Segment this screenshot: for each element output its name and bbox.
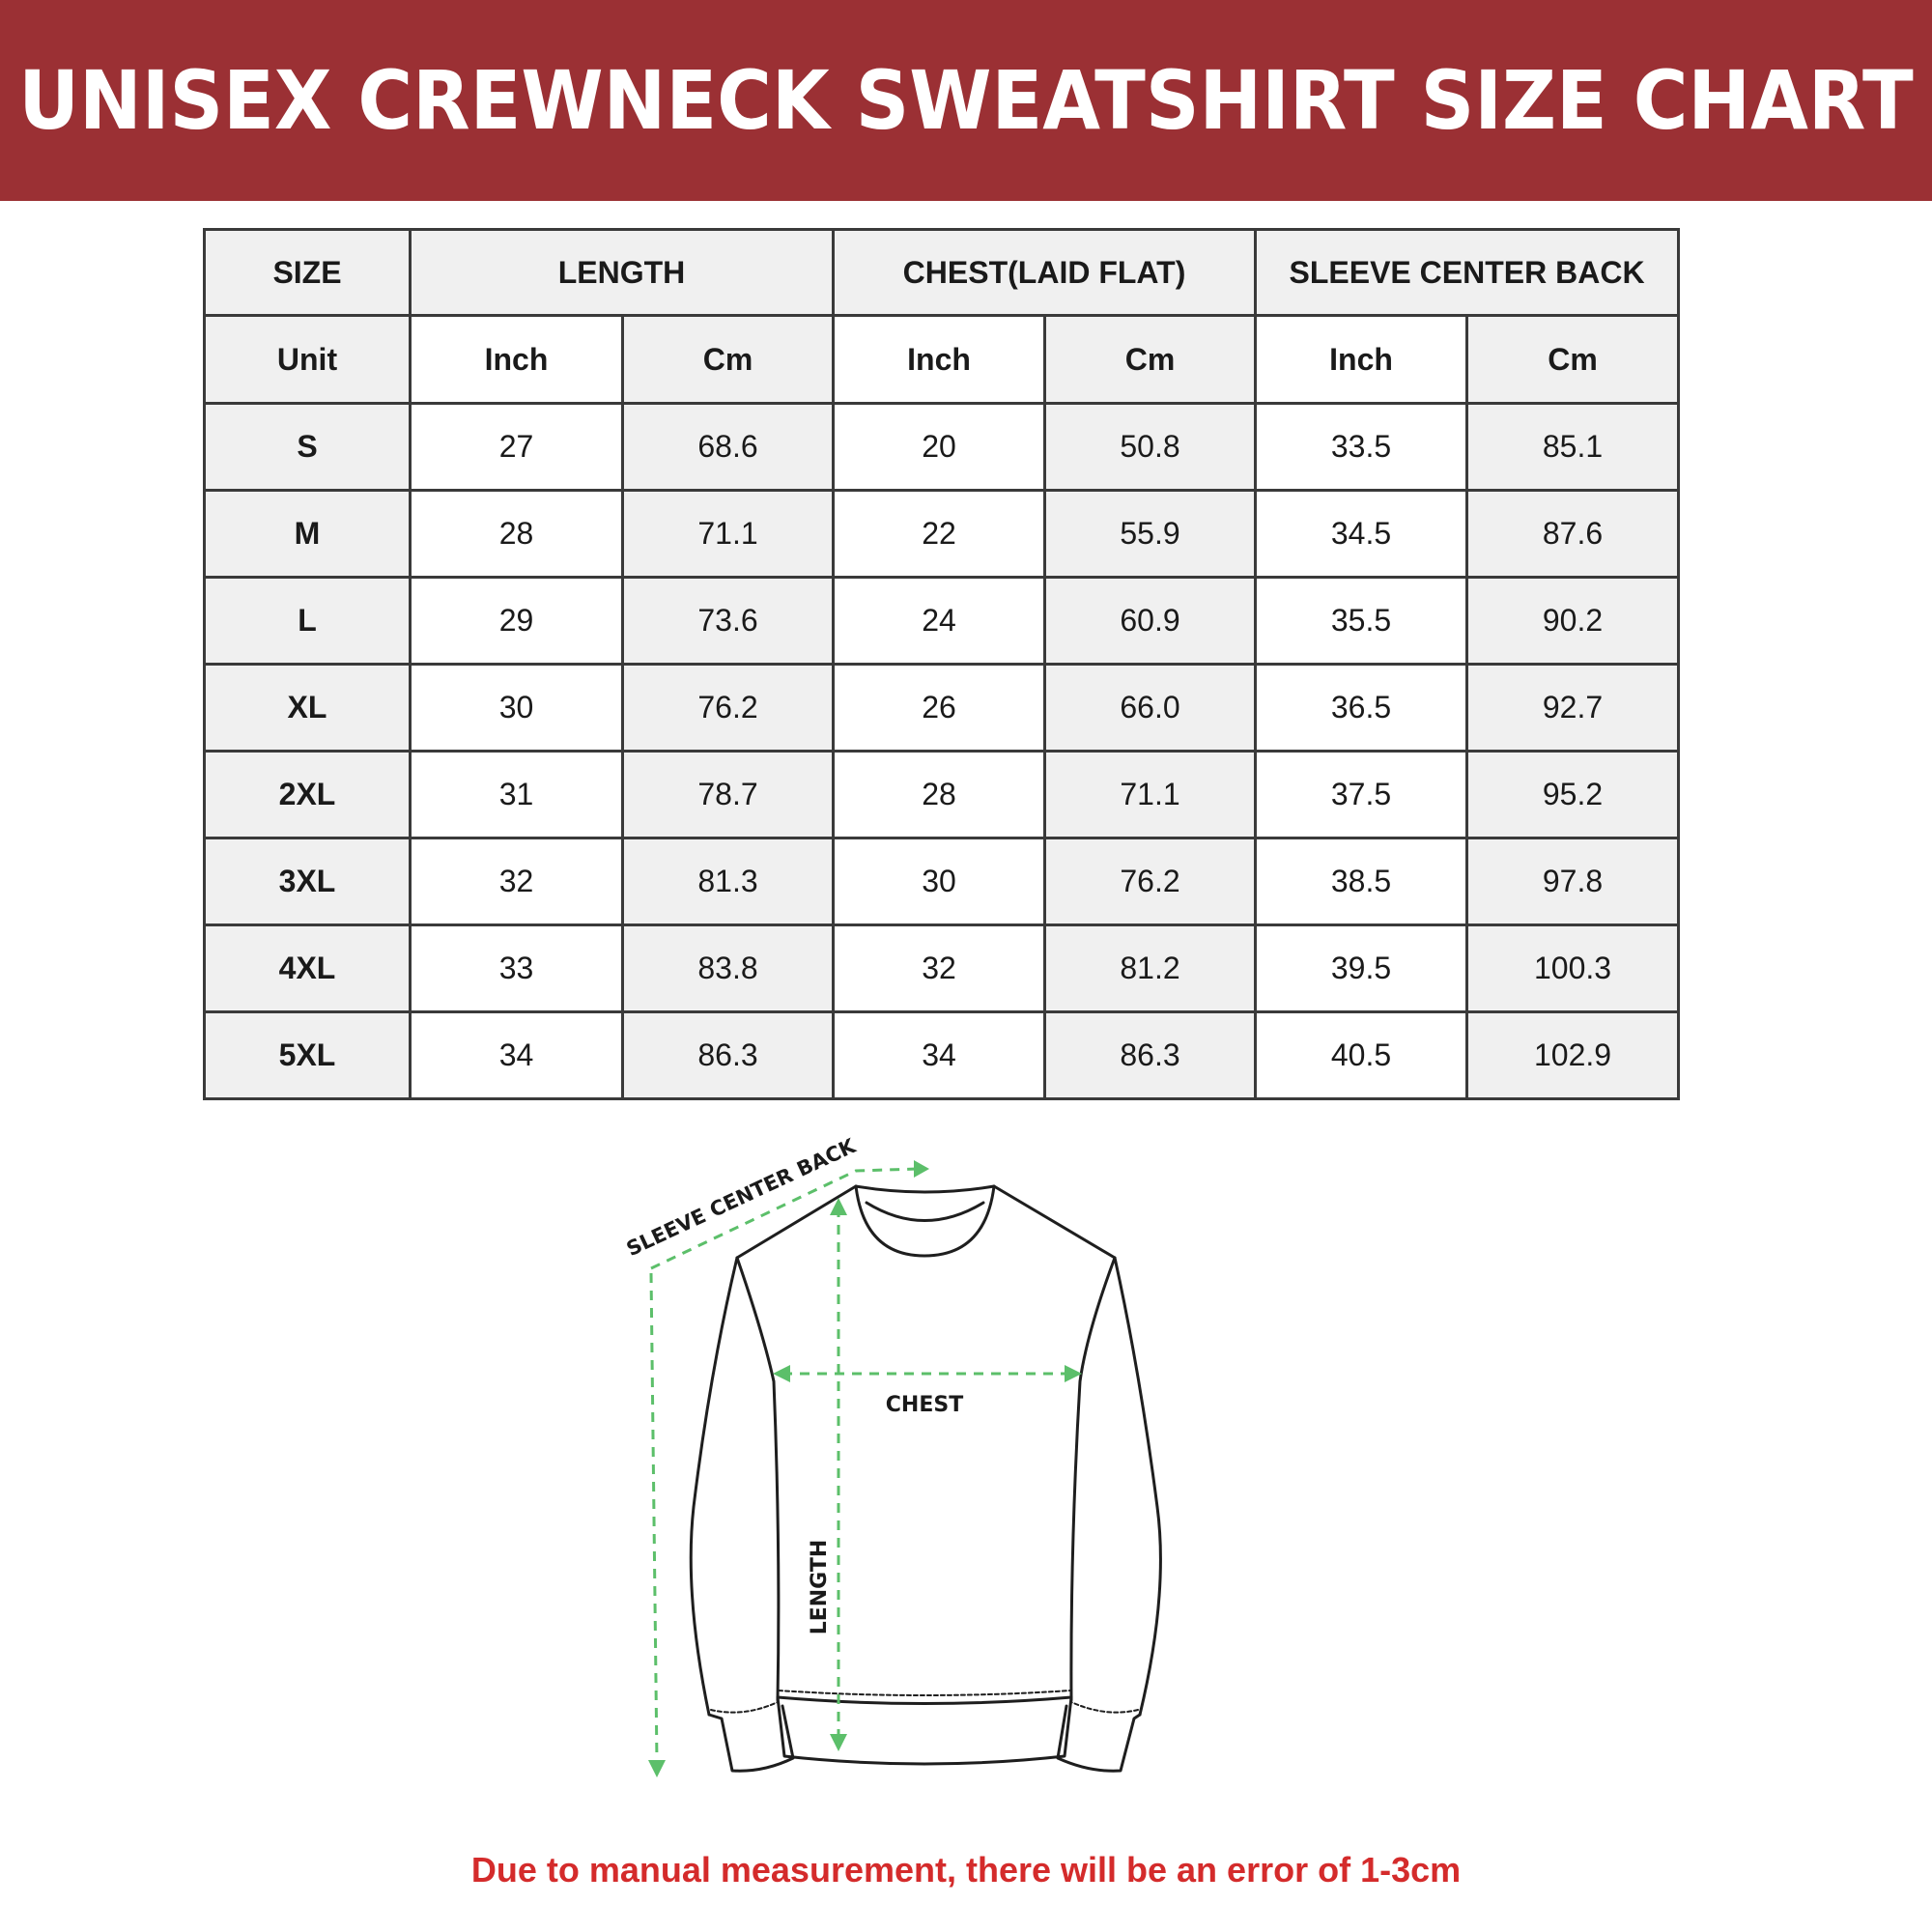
arrow-up-icon	[830, 1198, 847, 1215]
cm-cell: 71.1	[1043, 750, 1258, 839]
cm-cell: 86.3	[620, 1010, 836, 1100]
size-table: SIZE LENGTH CHEST(LAID FLAT) SLEEVE CENT…	[203, 228, 1681, 1100]
cm-cell: 102.9	[1465, 1010, 1681, 1100]
table-row: XL 30 76.2 26 66.0 36.5 92.7	[203, 663, 1681, 753]
sleeve-label: SLEEVE CENTER BACK	[623, 1134, 860, 1261]
table-row: M 28 71.1 22 55.9 34.5 87.6	[203, 489, 1681, 579]
size-cell: S	[203, 402, 412, 492]
size-cell: 5XL	[203, 1010, 412, 1100]
inch-cell: 37.5	[1254, 750, 1469, 839]
measurement-lines	[649, 1167, 1072, 1764]
unit-inch: Inch	[1254, 314, 1469, 405]
unit-row: Unit Inch Cm Inch Cm Inch Cm	[203, 314, 1681, 405]
inch-cell: 27	[409, 402, 624, 492]
inch-cell: 22	[832, 489, 1047, 579]
table-row: S 27 68.6 20 50.8 33.5 85.1	[203, 402, 1681, 492]
inch-cell: 40.5	[1254, 1010, 1469, 1100]
table-row: 4XL 33 83.8 32 81.2 39.5 100.3	[203, 923, 1681, 1013]
sweatshirt-outline	[689, 1184, 1162, 1773]
arrow-left-icon	[773, 1365, 790, 1382]
inch-cell: 34.5	[1254, 489, 1469, 579]
header-chest: CHEST(LAID FLAT)	[832, 228, 1258, 317]
table-row: 5XL 34 86.3 34 86.3 40.5 102.9	[203, 1010, 1681, 1100]
size-cell: 2XL	[203, 750, 412, 839]
inch-cell: 20	[832, 402, 1047, 492]
size-cell: 4XL	[203, 923, 412, 1013]
cm-cell: 76.2	[620, 663, 836, 753]
cm-cell: 76.2	[1043, 837, 1258, 926]
inch-cell: 26	[832, 663, 1047, 753]
unit-inch: Inch	[409, 314, 624, 405]
cm-cell: 92.7	[1465, 663, 1681, 753]
cm-cell: 87.6	[1465, 489, 1681, 579]
inch-cell: 28	[832, 750, 1047, 839]
inch-cell: 32	[832, 923, 1047, 1013]
cm-cell: 100.3	[1465, 923, 1681, 1013]
table-row: L 29 73.6 24 60.9 35.5 90.2	[203, 576, 1681, 666]
size-cell: XL	[203, 663, 412, 753]
header-size: SIZE	[203, 228, 412, 317]
inch-cell: 31	[409, 750, 624, 839]
unit-inch: Inch	[832, 314, 1047, 405]
size-cell: M	[203, 489, 412, 579]
arrow-right-icon	[1065, 1365, 1082, 1382]
arrow-down-icon	[648, 1760, 666, 1777]
arrow-down-icon	[830, 1734, 847, 1751]
unit-cm: Cm	[1465, 314, 1681, 405]
inch-cell: 35.5	[1254, 576, 1469, 666]
inch-cell: 24	[832, 576, 1047, 666]
unit-label: Unit	[203, 314, 412, 405]
inch-cell: 32	[409, 837, 624, 926]
inch-cell: 29	[409, 576, 624, 666]
arrow-right-icon	[914, 1160, 929, 1178]
cm-cell: 71.1	[620, 489, 836, 579]
size-cell: 3XL	[203, 837, 412, 926]
cm-cell: 73.6	[620, 576, 836, 666]
measurement-note: Due to manual measurement, there will be…	[470, 1850, 1462, 1889]
arrow-heads	[648, 1160, 1082, 1777]
inch-cell: 34	[409, 1010, 624, 1100]
inch-cell: 33	[409, 923, 624, 1013]
cm-cell: 83.8	[620, 923, 836, 1013]
unit-cm: Cm	[1043, 314, 1258, 405]
cm-cell: 97.8	[1465, 837, 1681, 926]
inch-cell: 30	[832, 837, 1047, 926]
inch-cell: 30	[409, 663, 624, 753]
unit-cm: Cm	[620, 314, 836, 405]
cm-cell: 81.3	[620, 837, 836, 926]
title-banner: UNISEX CREWNECK SWEATSHIRT SIZE CHART	[0, 0, 1932, 201]
inch-cell: 28	[409, 489, 624, 579]
cm-cell: 60.9	[1043, 576, 1258, 666]
cm-cell: 85.1	[1465, 402, 1681, 492]
inch-cell: 33.5	[1254, 402, 1469, 492]
inch-cell: 34	[832, 1010, 1047, 1100]
cm-cell: 68.6	[620, 402, 836, 492]
page-title: UNISEX CREWNECK SWEATSHIRT SIZE CHART	[18, 53, 1914, 148]
chest-label: CHEST	[886, 1393, 963, 1417]
group-header-row: SIZE LENGTH CHEST(LAID FLAT) SLEEVE CENT…	[203, 228, 1681, 317]
size-cell: L	[203, 576, 412, 666]
cm-cell: 78.7	[620, 750, 836, 839]
table-row: 2XL 31 78.7 28 71.1 37.5 95.2	[203, 750, 1681, 839]
length-label: LENGTH	[808, 1540, 832, 1635]
cm-cell: 66.0	[1043, 663, 1258, 753]
cm-cell: 90.2	[1465, 576, 1681, 666]
inch-cell: 38.5	[1254, 837, 1469, 926]
inch-cell: 36.5	[1254, 663, 1469, 753]
header-sleeve: SLEEVE CENTER BACK	[1254, 228, 1681, 317]
header-length: LENGTH	[408, 228, 836, 317]
cm-cell: 50.8	[1043, 402, 1258, 492]
cm-cell: 95.2	[1465, 750, 1681, 839]
cm-cell: 81.2	[1043, 923, 1258, 1013]
cm-cell: 86.3	[1043, 1010, 1258, 1100]
table-row: 3XL 32 81.3 30 76.2 38.5 97.8	[203, 837, 1681, 926]
inch-cell: 39.5	[1254, 923, 1469, 1013]
cm-cell: 55.9	[1043, 489, 1258, 579]
